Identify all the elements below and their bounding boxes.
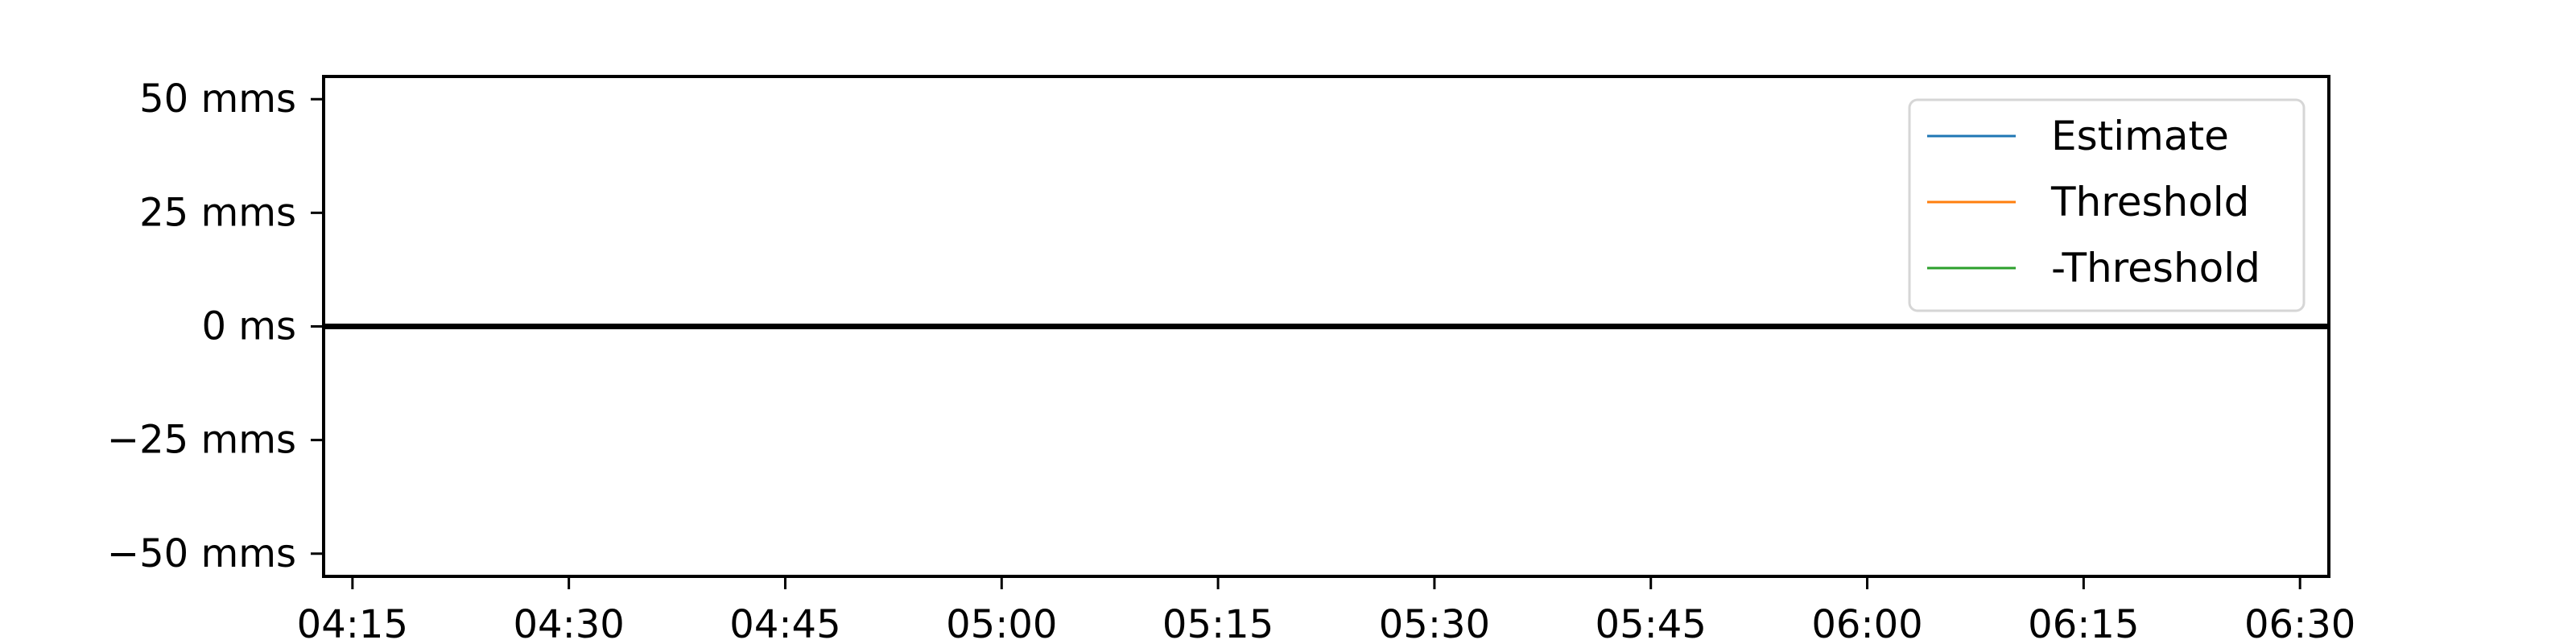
x-tick-label: 04:45	[729, 602, 840, 644]
y-tick-label: 25 mms	[139, 190, 296, 235]
x-tick-label: 06:15	[2028, 602, 2139, 644]
plot-area-frame	[322, 75, 2330, 578]
legend-box	[1908, 98, 2306, 312]
legend-entry-label: Estimate	[2051, 113, 2229, 159]
x-tick-label: 06:30	[2244, 602, 2355, 644]
x-tick-label: 06:00	[1811, 602, 1922, 644]
y-tick-label: 50 mms	[139, 76, 296, 122]
legend-entry-label: -Threshold	[2051, 245, 2260, 291]
x-tick-label: 05:15	[1162, 602, 1274, 644]
x-tick-label: 05:30	[1379, 602, 1490, 644]
x-tick-label: 04:15	[297, 602, 408, 644]
x-axis-ticks: 04:15 04:30 04:45 05:00 05:15 05:30 05:45 06:00…	[297, 576, 2355, 644]
x-tick-label: 05:00	[946, 602, 1057, 644]
x-tick-label: 04:30	[513, 602, 624, 644]
y-tick-label: −25 mms	[107, 418, 296, 463]
y-tick-label: −50 mms	[107, 531, 296, 576]
y-tick-label: 0 ms	[201, 304, 296, 349]
legend: Estimate Threshold -Threshold	[1908, 98, 2306, 312]
y-axis-ticks: 50 mms 25 mms 0 ms −25 mms −50 mms	[107, 76, 324, 576]
legend-entry-label: Threshold	[2050, 179, 2249, 225]
x-tick-label: 05:45	[1596, 602, 1707, 644]
